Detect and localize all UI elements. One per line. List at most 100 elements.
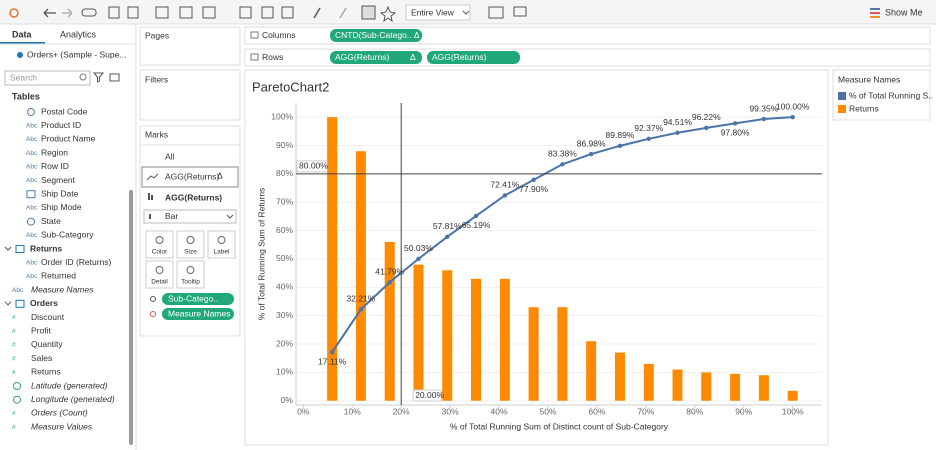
analytics-tab[interactable]: Analytics <box>60 29 97 39</box>
view-icon[interactable] <box>109 73 120 82</box>
view-mode-dropdown[interactable] <box>405 4 471 21</box>
pin-icon[interactable] <box>379 5 397 23</box>
field-name[interactable]: Orders (Count) <box>31 408 88 418</box>
line-layer[interactable] <box>141 166 239 188</box>
field-name[interactable]: Product ID <box>41 120 81 130</box>
field-name[interactable]: Discount <box>31 312 65 322</box>
field-name[interactable]: Postal Code <box>41 106 88 116</box>
mark-button[interactable] <box>145 260 174 289</box>
y-axis-label: % of Total Running Sum of Returns <box>256 188 266 321</box>
filters-card <box>139 69 241 121</box>
field-name[interactable]: Order ID (Returns) <box>41 257 112 267</box>
field-name[interactable]: State <box>41 216 61 226</box>
field-name[interactable]: Segment <box>41 175 76 185</box>
bar <box>758 375 769 401</box>
bar-layer-text[interactable]: AGG(Returns) <box>165 192 222 202</box>
pill[interactable] <box>162 293 234 305</box>
bar <box>787 390 798 401</box>
pill[interactable] <box>330 29 422 42</box>
cards-icon[interactable] <box>488 6 504 19</box>
field-name[interactable]: Profit <box>31 325 51 335</box>
x-tick-label: 10% <box>344 406 361 416</box>
marks-all[interactable]: All <box>165 151 175 161</box>
highlight-icon[interactable] <box>313 7 321 19</box>
table-name[interactable]: Returns <box>30 243 62 253</box>
legend-panel <box>832 69 931 121</box>
mark-button[interactable] <box>176 230 205 259</box>
sort-desc-icon[interactable] <box>281 6 294 19</box>
field-name[interactable]: Sales <box>31 353 52 363</box>
date-icon <box>26 190 36 199</box>
value-label: 65.19% <box>462 220 491 230</box>
x-tick-label: 80% <box>686 406 703 416</box>
legend-label[interactable]: % of Total Running S.. <box>849 90 933 100</box>
new-sheet-icon[interactable] <box>155 6 169 19</box>
pill-text: AGG(Returns) <box>432 52 486 62</box>
clear-icon[interactable] <box>202 6 216 19</box>
bar <box>528 307 539 401</box>
table-name[interactable]: Orders <box>30 298 58 308</box>
pill[interactable] <box>162 308 234 320</box>
field-name[interactable]: Sub-Category <box>41 230 94 240</box>
bar <box>557 307 568 401</box>
mark-button[interactable] <box>176 260 205 289</box>
field-name[interactable]: Quantity <box>31 339 63 349</box>
field-name[interactable]: Returned <box>41 271 76 281</box>
y-tick-label: 10% <box>276 367 293 377</box>
pill[interactable] <box>427 51 520 64</box>
undo-icon[interactable] <box>43 8 56 18</box>
swap-rows-icon[interactable] <box>239 6 252 19</box>
filter-icon[interactable] <box>92 72 105 83</box>
mark-button-icon <box>155 266 164 274</box>
value-label: 72.41% <box>490 180 519 190</box>
view-mode-text: Entire View <box>411 7 455 17</box>
bar <box>730 373 741 401</box>
datasource-name[interactable]: Orders+ (Sample - Supe... <box>27 49 126 59</box>
swap-icon[interactable] <box>81 8 97 17</box>
presentation-icon[interactable] <box>513 6 527 17</box>
rows-icon <box>250 53 259 61</box>
reference-label-bg <box>412 389 442 402</box>
field-name[interactable]: Measure Names <box>31 284 94 294</box>
mark-type-dropdown[interactable] <box>143 209 237 224</box>
field-name[interactable]: Ship Date <box>41 188 79 198</box>
mark-button[interactable] <box>145 230 174 259</box>
columns-label: Columns <box>262 30 296 40</box>
group-icon[interactable] <box>339 7 347 19</box>
field-name[interactable]: Row ID <box>41 161 69 171</box>
field-name[interactable]: Ship Mode <box>41 202 82 212</box>
field-name[interactable]: Latitude (generated) <box>31 380 108 390</box>
show-me-button[interactable]: Show Me <box>870 7 923 18</box>
value-label: 100.00% <box>776 101 810 111</box>
field-name[interactable]: Region <box>41 147 68 157</box>
legend-label[interactable]: Returns <box>849 103 879 113</box>
mark-button-label: Color <box>152 249 168 256</box>
data-tab[interactable]: Data <box>12 29 33 39</box>
y-tick-label: 50% <box>276 253 293 263</box>
field-name[interactable]: Product Name <box>41 134 96 144</box>
labels-toggle[interactable] <box>361 5 376 20</box>
redo-icon[interactable] <box>62 8 73 18</box>
logo-icon[interactable] <box>9 8 19 18</box>
search-box[interactable] <box>4 70 91 86</box>
type-icon: # <box>12 355 16 362</box>
type-icon: Abc <box>26 259 38 266</box>
mark-button[interactable] <box>207 230 236 259</box>
point <box>646 136 651 142</box>
scrollbar[interactable] <box>129 190 133 445</box>
field-name[interactable]: Returns <box>31 367 61 377</box>
new-datasource-icon[interactable] <box>127 6 139 19</box>
pill[interactable] <box>330 51 422 64</box>
line-layer-delta: Δ <box>217 170 223 180</box>
type-icon: Abc <box>26 164 38 171</box>
y-tick-label: 20% <box>276 338 293 348</box>
bar-icon <box>148 193 150 200</box>
save-icon[interactable] <box>108 6 120 19</box>
pill-icon <box>150 296 156 302</box>
duplicate-icon[interactable] <box>179 6 193 19</box>
sort-asc-icon[interactable] <box>261 6 274 19</box>
field-name[interactable]: Measure Values <box>31 421 93 431</box>
field-name[interactable]: Longitude (generated) <box>31 394 115 404</box>
legend-title: Measure Names <box>838 74 900 84</box>
